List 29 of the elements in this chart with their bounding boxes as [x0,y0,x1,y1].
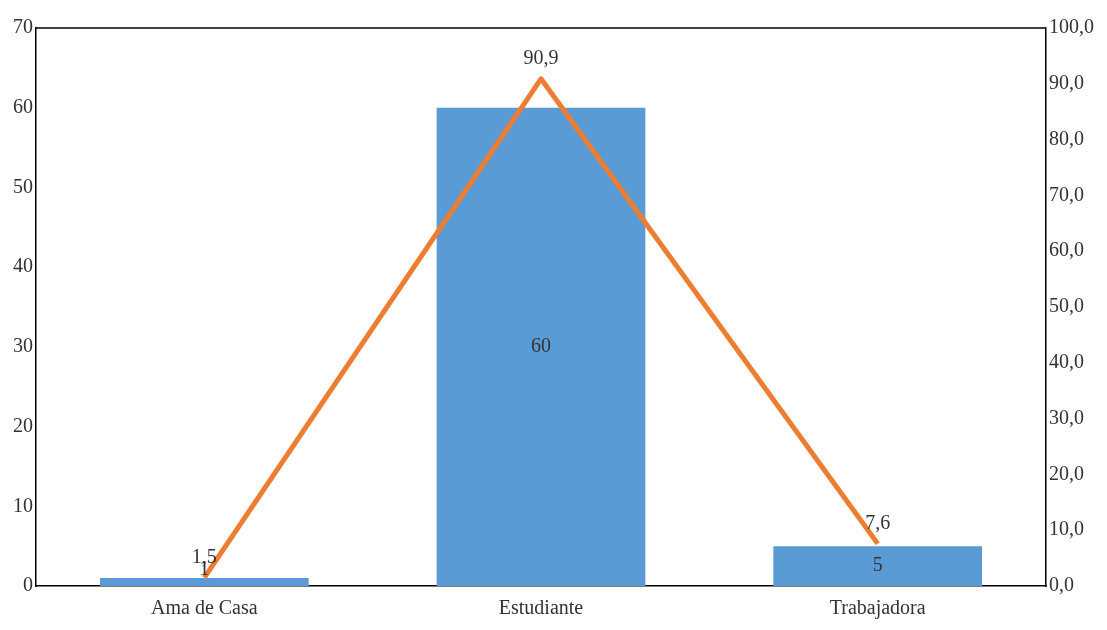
y2-tick-label: 90,0 [1049,71,1084,94]
data-label: 7,6 [865,510,891,533]
data-label: 5 [872,553,883,576]
y-tick-label: 0 [23,573,33,596]
data-label: 90,9 [523,46,559,69]
bar [99,578,309,586]
y-tick-label: 60 [13,94,33,117]
y2-tick-label: 20,0 [1049,461,1084,484]
x-tick-label: Estudiante [498,596,584,619]
y2-tick-label: 10,0 [1049,517,1084,540]
y2-tick-label: 50,0 [1049,294,1084,317]
y-tick-label: 10 [13,493,33,516]
y-tick-label: 30 [13,334,33,357]
bar [436,107,646,586]
y2-tick-label: 80,0 [1049,126,1084,149]
y-tick-label: 50 [13,174,33,197]
data-label: 60 [531,334,551,357]
y2-tick-label: 100,0 [1049,15,1094,38]
y2-tick-label: 60,0 [1049,238,1084,261]
x-tick-label: Ama de Casa [151,596,258,619]
y2-tick-label: 40,0 [1049,350,1084,373]
y2-tick-label: 30,0 [1049,405,1084,428]
y2-tick-label: 70,0 [1049,182,1084,205]
x-tick-label: Trabajadora [829,596,926,620]
y-tick-label: 20 [13,413,33,436]
y2-tick-label: 0,0 [1049,573,1074,596]
bar [773,546,983,586]
y-tick-label: 40 [13,254,33,277]
y-tick-label: 70 [13,15,33,38]
